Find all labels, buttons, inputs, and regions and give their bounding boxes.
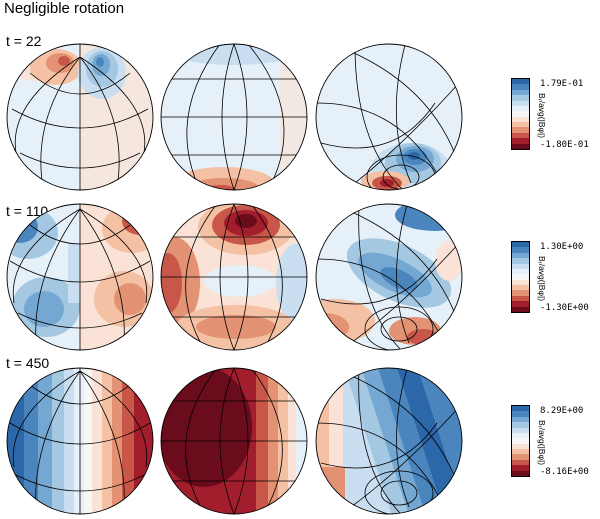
colorbar-swatch — [512, 306, 529, 312]
colorbar-unit-t450: Bᵣ/avg(|Bφ|) — [537, 420, 547, 466]
colorbar-swatch — [512, 242, 529, 248]
colorbar-swatch — [512, 263, 529, 269]
colorbar-swatch — [512, 138, 529, 144]
colorbar-swatch — [512, 116, 529, 122]
colorbar-swatch — [512, 290, 529, 296]
row-label-t450: t = 450 — [6, 355, 50, 371]
colorbar-swatch — [512, 427, 529, 433]
colorbar-t110 — [511, 241, 530, 313]
row-label-t22: t = 22 — [6, 33, 42, 49]
colorbar-swatch — [512, 301, 529, 307]
colorbar-swatch — [512, 122, 529, 128]
colorbar-swatch — [512, 406, 529, 412]
colorbar-swatch — [512, 111, 529, 117]
colorbar-max-t450: 8.29E+00 — [540, 406, 584, 416]
globe-t22-view1 — [6, 43, 154, 191]
colorbar-max-t22: 1.79E-01 — [540, 79, 584, 89]
colorbar-swatch — [512, 279, 529, 285]
colorbar-unit-t22: Bᵣ/avg(|Bφ|) — [537, 93, 547, 139]
colorbar-swatch — [512, 127, 529, 133]
colorbar-swatch — [512, 285, 529, 291]
globe-t450-view2 — [160, 367, 308, 515]
colorbar-swatch — [512, 268, 529, 275]
colorbar-swatch — [512, 258, 529, 264]
colorbar-min-t22: -1.80E-01 — [540, 140, 589, 150]
colorbar-swatch — [512, 470, 529, 476]
colorbar-min-t450: -8.16E+00 — [540, 467, 589, 477]
colorbar-t450 — [511, 405, 530, 477]
globe-t110-view1 — [6, 203, 154, 351]
colorbar-swatch — [512, 95, 529, 101]
colorbar-swatch — [512, 454, 529, 460]
colorbar-swatch — [512, 411, 529, 417]
globe-t450-view3 — [315, 367, 463, 515]
colorbar-swatch — [512, 247, 529, 253]
colorbar-swatch — [512, 465, 529, 471]
colorbar-max-t110: 1.30E+00 — [540, 242, 584, 252]
colorbar-swatch — [512, 105, 529, 112]
colorbar-swatch — [512, 100, 529, 106]
colorbar-swatch — [512, 422, 529, 428]
colorbar-swatch — [512, 252, 529, 259]
colorbar-swatch — [512, 416, 529, 423]
colorbar-swatch — [512, 132, 529, 139]
row-label-t110: t = 110 — [6, 203, 49, 219]
colorbar-swatch — [512, 438, 529, 444]
globe-t110-view2 — [160, 203, 308, 351]
colorbar-swatch — [512, 443, 529, 449]
colorbar-min-t110: -1.30E+00 — [540, 303, 589, 313]
colorbar-swatch — [512, 89, 529, 96]
colorbar-swatch — [512, 84, 529, 90]
figure-title: Negligible rotation — [4, 0, 125, 17]
colorbar-swatch — [512, 432, 529, 439]
colorbar-swatch — [512, 449, 529, 455]
colorbar-swatch — [512, 295, 529, 302]
colorbar-swatch — [512, 274, 529, 280]
colorbar-swatch — [512, 459, 529, 466]
colorbar-swatch — [512, 79, 529, 85]
colorbar-unit-t110: Bᵣ/avg(|Bφ|) — [537, 256, 547, 302]
globe-t110-view3 — [315, 203, 463, 351]
colorbar-t22 — [511, 78, 530, 150]
globe-t22-view3 — [315, 43, 463, 191]
globe-t22-view2 — [160, 43, 308, 191]
globe-t450-view1 — [6, 367, 154, 515]
colorbar-swatch — [512, 143, 529, 149]
